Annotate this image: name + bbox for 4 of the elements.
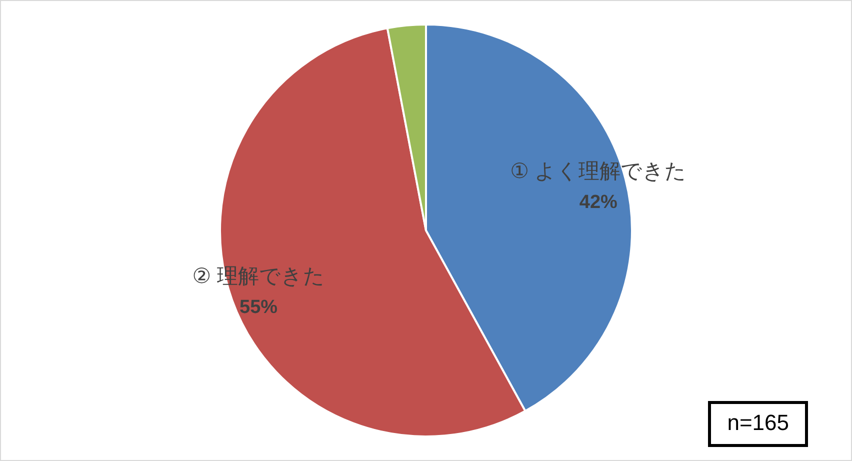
data-label: 55% xyxy=(240,296,278,318)
slice-label: ① よく理解できた xyxy=(510,160,687,184)
data-label: 42% xyxy=(579,192,618,214)
text: n=165 xyxy=(708,401,808,447)
